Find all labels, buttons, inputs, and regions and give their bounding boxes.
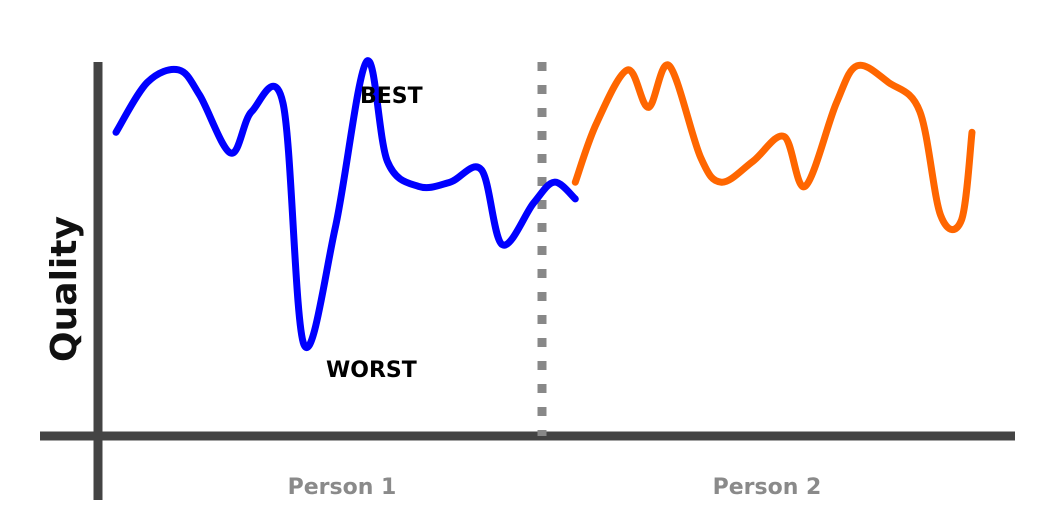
person-1-quality-line <box>112 57 579 351</box>
y-axis-label: Quality <box>44 216 85 362</box>
x-category-label-person-2: Person 2 <box>713 475 822 500</box>
person-2-quality-line <box>571 61 976 233</box>
best-annotation: BEST <box>360 84 423 109</box>
x-category-label-person-1: Person 1 <box>288 475 397 500</box>
worst-annotation: WORST <box>326 358 417 383</box>
